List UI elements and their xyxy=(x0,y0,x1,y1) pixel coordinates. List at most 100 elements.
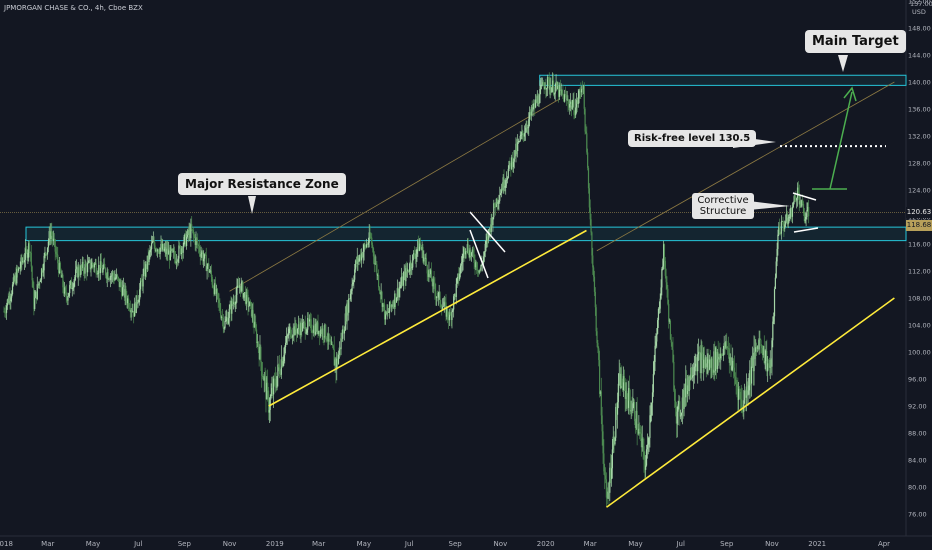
candle-body xyxy=(503,177,505,188)
candle-body xyxy=(34,291,37,298)
candle-body xyxy=(66,297,68,301)
candle-body xyxy=(267,382,269,391)
candle-body xyxy=(442,305,445,307)
candle-body xyxy=(478,269,480,273)
candle-body xyxy=(546,77,549,89)
candle-body xyxy=(595,307,597,332)
candle-body xyxy=(582,86,584,90)
candle-body xyxy=(443,301,445,306)
candle-body xyxy=(668,320,671,322)
candle-body xyxy=(779,226,781,234)
y-tick-label: 112.00 xyxy=(908,268,931,276)
candle-body xyxy=(209,270,212,272)
candle-body xyxy=(396,288,398,298)
candle-body xyxy=(455,283,457,298)
candle-body xyxy=(157,249,160,253)
candle-body xyxy=(23,261,25,263)
candle-body xyxy=(45,252,47,255)
candle-body xyxy=(808,206,810,217)
candle-body xyxy=(700,352,702,374)
y-tick-label: 96.00 xyxy=(908,376,927,384)
candle-body xyxy=(616,402,619,415)
candle-body xyxy=(662,266,664,269)
corrective-line-upper xyxy=(792,192,817,201)
candle-body xyxy=(23,259,26,263)
candle-body xyxy=(329,340,331,342)
candle-body xyxy=(193,234,195,237)
candle-body xyxy=(575,100,578,108)
candle-body xyxy=(412,253,415,255)
candle-body xyxy=(535,99,538,103)
candle-body xyxy=(379,290,381,295)
candle-body xyxy=(641,438,643,448)
candle-body xyxy=(52,238,55,241)
candle-body xyxy=(114,277,116,281)
candle-body xyxy=(697,354,699,372)
candle-body xyxy=(522,131,524,134)
candle-body xyxy=(256,341,259,344)
candle-body xyxy=(468,253,470,258)
candle-body xyxy=(596,331,598,343)
candle-body xyxy=(795,197,797,201)
candle-body xyxy=(418,243,421,251)
candle-body xyxy=(568,103,570,108)
candle-body xyxy=(663,244,666,261)
candle-body xyxy=(646,444,648,450)
candle-body xyxy=(124,289,126,298)
candle-body xyxy=(127,298,129,304)
candle-body xyxy=(488,229,490,240)
candle-body xyxy=(244,292,246,294)
candle-body xyxy=(581,88,584,90)
candle-body xyxy=(738,388,741,392)
candle-body xyxy=(598,359,601,394)
candle-body xyxy=(629,400,631,412)
candle-body xyxy=(549,86,551,90)
candle-body xyxy=(473,254,475,263)
candle-body xyxy=(511,157,513,169)
candle-body xyxy=(275,385,277,388)
x-tick-label: Jul xyxy=(675,540,685,548)
candle-body xyxy=(686,378,688,395)
candle-body xyxy=(274,378,276,386)
candle-body xyxy=(757,346,759,350)
candle-body xyxy=(57,254,59,264)
candle-body xyxy=(550,86,552,93)
candle-body xyxy=(16,269,18,284)
candle-body xyxy=(80,265,82,275)
candle-body xyxy=(754,348,756,352)
candle-body xyxy=(377,275,379,276)
candle-body xyxy=(601,415,603,432)
candle-body xyxy=(437,292,439,298)
candle-body xyxy=(110,275,112,280)
candle-body xyxy=(343,329,345,334)
candle-body xyxy=(81,261,84,268)
candle-body xyxy=(534,99,537,108)
candle-body xyxy=(218,299,220,303)
candle-body xyxy=(738,388,740,401)
candle-body xyxy=(541,82,544,85)
x-tick-label: Sep xyxy=(449,540,463,548)
candle-body xyxy=(501,188,503,191)
candle-body xyxy=(391,305,393,307)
candle-body xyxy=(556,81,558,89)
candle-body xyxy=(61,274,63,278)
candle-body xyxy=(319,329,322,337)
candle-body xyxy=(299,328,301,336)
candle-body xyxy=(333,349,335,366)
candle-body xyxy=(753,348,755,372)
candle-body xyxy=(387,311,389,313)
candle-body xyxy=(24,247,26,260)
candle-body xyxy=(122,287,124,296)
candle-body xyxy=(726,346,729,349)
candle-body xyxy=(780,221,782,234)
candle-body xyxy=(717,352,719,360)
candle-body xyxy=(14,275,16,282)
main-target-label: Main Target xyxy=(805,30,906,53)
candle-body xyxy=(287,335,289,336)
candle-body xyxy=(639,428,641,433)
candle-body xyxy=(767,363,769,372)
candle-body xyxy=(772,321,774,341)
candle-body xyxy=(558,85,561,97)
risk-free-label: Risk-free level 130.5 xyxy=(628,130,757,147)
